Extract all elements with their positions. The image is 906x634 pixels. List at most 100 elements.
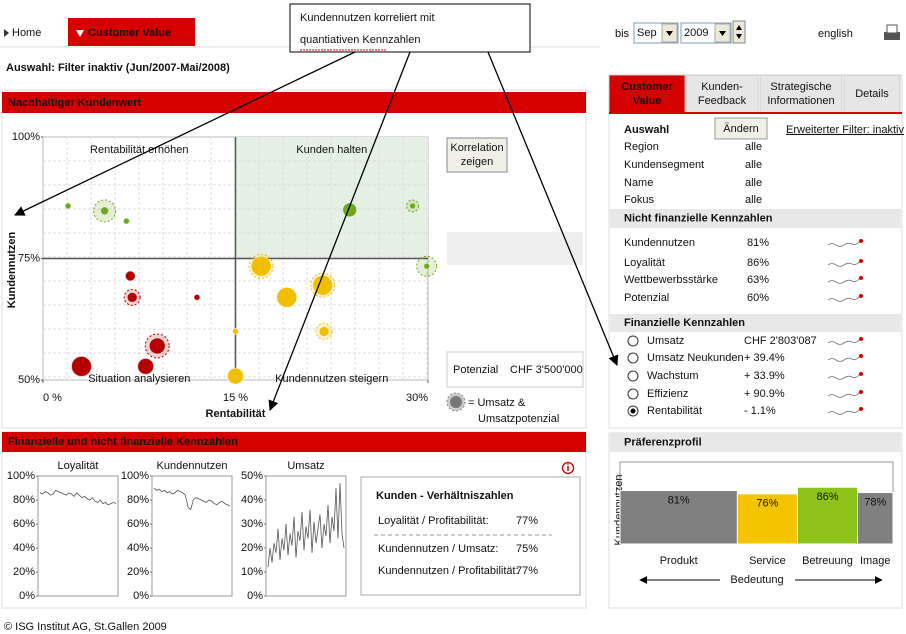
radio-button[interactable]	[627, 370, 639, 382]
language-link[interactable]: english	[818, 28, 853, 40]
radio-button[interactable]	[627, 388, 639, 400]
date-label: bis	[615, 28, 630, 40]
potential-label: Potenzial	[453, 364, 498, 376]
sparkline	[827, 338, 861, 345]
sparkline-end	[859, 407, 863, 411]
selection-value: alle	[745, 194, 762, 206]
ratio-name: Kundennutzen / Umsatz:	[378, 543, 498, 555]
section-title: Nicht finanzielle Kennzahlen	[624, 212, 773, 224]
year-spinner[interactable]	[732, 20, 746, 44]
year-select-value[interactable]: 2009	[684, 27, 708, 39]
quadrant-label: Situation analysieren	[88, 373, 190, 385]
legend-bubble	[450, 396, 462, 408]
bubble[interactable]	[148, 337, 166, 355]
filter-link[interactable]: Erweiterter Filter: inaktiv	[786, 124, 904, 136]
correlation-button[interactable]	[446, 137, 508, 173]
sparkline-end	[859, 276, 863, 280]
y-tick-label: 100%	[7, 470, 35, 482]
bubble[interactable]	[250, 255, 272, 277]
month-select-value[interactable]: Sep	[637, 27, 657, 39]
y-tick-label: 30%	[241, 518, 263, 530]
bar-value-label: 81%	[668, 494, 690, 506]
side-tab-label[interactable]: Informationen	[767, 95, 834, 107]
bar	[619, 490, 738, 545]
bubble[interactable]	[64, 202, 72, 210]
kpi-name[interactable]: Rentabilität	[647, 405, 702, 417]
sparkline	[827, 260, 861, 267]
kpi-value: 86%	[747, 257, 769, 269]
y-tick-label: 20%	[13, 566, 35, 578]
printer-paper[interactable]	[886, 24, 898, 34]
kpi-name[interactable]: Umsatz Neukunden	[647, 352, 744, 364]
side-tab-label[interactable]: Value	[633, 95, 662, 107]
quadrant-label: Kundennutzen steigern	[275, 373, 388, 385]
change-button[interactable]	[714, 117, 768, 140]
side-tab-label[interactable]: Strategische	[770, 81, 831, 93]
bubble[interactable]	[276, 286, 298, 308]
bubble[interactable]	[137, 357, 155, 375]
sparkline-end	[859, 354, 863, 358]
kpi-name: Kundennutzen	[624, 237, 695, 249]
bar	[857, 492, 894, 545]
printer-body[interactable]	[884, 32, 900, 40]
bubble[interactable]	[124, 270, 136, 282]
kpi-name[interactable]: Wachstum	[647, 370, 699, 382]
sparkline	[827, 355, 861, 362]
bubble[interactable]	[318, 325, 330, 337]
bubble[interactable]	[232, 327, 239, 335]
side-tab[interactable]	[685, 74, 759, 114]
kpi-value: 63%	[747, 274, 769, 286]
bubble[interactable]	[409, 202, 417, 210]
panel-header	[2, 92, 586, 113]
x-tick-label: Produkt	[660, 555, 698, 567]
radio-dot	[630, 408, 636, 414]
bubble[interactable]	[71, 355, 92, 377]
month-select-arrow	[666, 31, 673, 36]
bubble[interactable]	[227, 367, 244, 385]
y-tick-label: 50%	[18, 374, 40, 386]
home-tab[interactable]	[0, 18, 66, 46]
potential-value: CHF 3'500'000	[510, 364, 583, 376]
change-button-label[interactable]: Ändern	[723, 123, 758, 135]
side-tab-label[interactable]: Customer	[621, 81, 673, 93]
button-label[interactable]: Korrelation	[450, 142, 503, 154]
section-title: Präferenzprofil	[624, 436, 702, 448]
x-tick-label: Service	[749, 555, 786, 567]
info-box	[447, 232, 583, 265]
radio-button[interactable]	[627, 335, 639, 347]
y-tick-label: 100%	[121, 470, 149, 482]
ratio-name: Kundennutzen / Profitabilität:	[378, 565, 519, 577]
callout-arrow	[487, 51, 619, 366]
x-tick-label: 30%	[406, 392, 428, 404]
y-tick-label: 10%	[241, 566, 263, 578]
side-tab-label[interactable]: Kunden-	[701, 81, 743, 93]
side-tab-label[interactable]: Feedback	[698, 95, 747, 107]
home-label[interactable]: Home	[12, 27, 41, 39]
bubble[interactable]	[100, 206, 110, 216]
kpi-name[interactable]: Effizienz	[647, 388, 688, 400]
y-axis-title: Kundennutzen	[6, 232, 18, 309]
button-label[interactable]: zeigen	[461, 156, 493, 168]
side-tab[interactable]	[843, 74, 901, 114]
side-tab-label[interactable]: Details	[855, 88, 889, 100]
kpi-name[interactable]: Umsatz	[647, 335, 684, 347]
active-tab-label[interactable]: Customer Value	[88, 27, 171, 39]
bubble[interactable]	[423, 262, 431, 270]
keep-quadrant	[235, 137, 428, 259]
side-tab[interactable]	[608, 74, 686, 114]
selection-name: Kundensegment	[624, 159, 704, 171]
bubble[interactable]	[193, 293, 201, 301]
section-header	[610, 314, 901, 332]
ratio-box	[360, 476, 581, 596]
y-tick-label: 75%	[18, 252, 40, 264]
bubble[interactable]	[126, 291, 138, 303]
legend-text: = Umsatz &	[468, 397, 526, 409]
sparkline-end	[859, 372, 863, 376]
radio-button[interactable]	[627, 352, 639, 364]
selection-name: Name	[624, 177, 653, 189]
selection-name: Fokus	[624, 194, 654, 206]
x-axis-title: Bedeutung	[730, 574, 783, 586]
kpi-value: + 90.9%	[744, 388, 785, 400]
active-tab[interactable]	[68, 18, 195, 46]
bubble[interactable]	[122, 217, 130, 225]
